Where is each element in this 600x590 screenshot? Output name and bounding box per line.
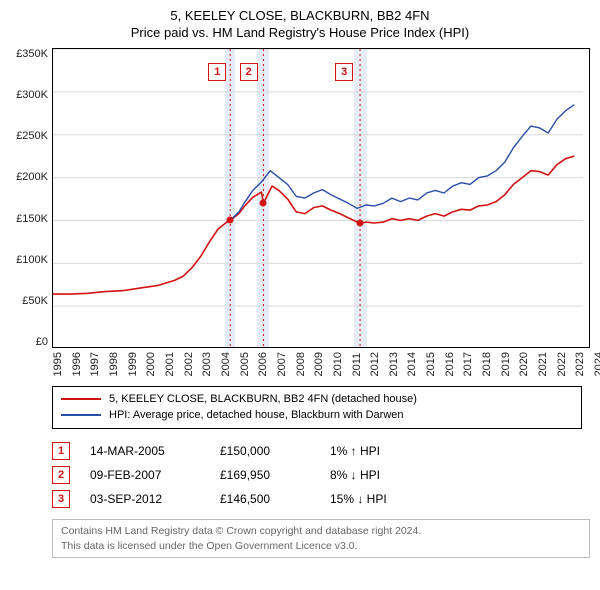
x-tick-label: 2009 (313, 352, 325, 376)
event-date: 14-MAR-2005 (70, 444, 220, 458)
event-marker: 1 (52, 442, 70, 460)
legend-row: 5, KEELEY CLOSE, BLACKBURN, BB2 4FN (det… (61, 391, 573, 407)
x-tick-label: 2018 (481, 352, 493, 376)
x-tick-label: 2011 (351, 352, 363, 376)
event-date: 09-FEB-2007 (70, 468, 220, 482)
y-tick-label: £200K (16, 171, 48, 183)
x-tick-label: 2012 (369, 352, 381, 376)
y-axis: £350K £300K £250K £200K £150K £100K £50K £0 (10, 48, 52, 348)
event-marker: 3 (335, 63, 353, 81)
chart-subtitle: Price paid vs. HM Land Registry's House … (10, 25, 590, 40)
chart-title: 5, KEELEY CLOSE, BLACKBURN, BB2 4FN (10, 8, 590, 23)
x-tick-label: 2005 (239, 352, 251, 376)
event-marker: 1 (208, 63, 226, 81)
x-tick-label: 2004 (220, 352, 232, 376)
x-tick-label: 2017 (462, 352, 474, 376)
event-marker: 2 (240, 63, 258, 81)
legend-label: HPI: Average price, detached house, Blac… (109, 409, 404, 421)
x-tick-label: 2014 (406, 352, 418, 376)
x-tick-label: 2019 (500, 352, 512, 376)
x-tick-label: 2024 (593, 352, 600, 376)
y-tick-label: £0 (36, 336, 48, 348)
y-tick-label: £150K (16, 213, 48, 225)
event-marker: 2 (52, 466, 70, 484)
event-price: £150,000 (220, 444, 330, 458)
x-tick-label: 1999 (127, 352, 139, 376)
event-price: £169,950 (220, 468, 330, 482)
x-axis: 1995 1996 1997 1998 1999 2000 2001 2002 2003 2004… (10, 352, 600, 376)
y-tick-label: £250K (16, 130, 48, 142)
x-tick-label: 2008 (295, 352, 307, 376)
x-tick-label: 2001 (164, 352, 176, 376)
sale-point (357, 220, 364, 227)
x-tick-label: 2015 (425, 352, 437, 376)
event-row: 114-MAR-2005£150,0001% ↑ HPI (52, 439, 590, 463)
x-tick-label: 2002 (183, 352, 195, 376)
y-tick-label: £300K (16, 89, 48, 101)
y-tick-label: £50K (22, 295, 48, 307)
event-price: £146,500 (220, 492, 330, 506)
legend-label: 5, KEELEY CLOSE, BLACKBURN, BB2 4FN (det… (109, 393, 417, 405)
sale-events-table: 114-MAR-2005£150,0001% ↑ HPI209-FEB-2007… (52, 439, 590, 511)
event-marker: 3 (52, 490, 70, 508)
footer-line: Contains HM Land Registry data © Crown c… (61, 524, 581, 538)
x-tick-label: 2016 (444, 352, 456, 376)
footer-line: This data is licensed under the Open Gov… (61, 539, 581, 553)
title-block: 5, KEELEY CLOSE, BLACKBURN, BB2 4FN Pric… (10, 8, 590, 40)
sale-point (227, 217, 234, 224)
sale-point (260, 200, 267, 207)
x-tick-label: 2003 (201, 352, 213, 376)
x-tick-label: 2023 (574, 352, 586, 376)
x-tick-label: 2021 (537, 352, 549, 376)
event-date: 03-SEP-2012 (70, 492, 220, 506)
x-tick-label: 2013 (388, 352, 400, 376)
x-tick-label: 1998 (108, 352, 120, 376)
x-tick-label: 2007 (276, 352, 288, 376)
event-row: 209-FEB-2007£169,9508% ↓ HPI (52, 463, 590, 487)
x-tick-label: 1996 (71, 352, 83, 376)
x-tick-label: 1997 (89, 352, 101, 376)
x-tick-label: 2022 (556, 352, 568, 376)
attribution-footer: Contains HM Land Registry data © Crown c… (52, 519, 590, 557)
plot-area: 12 3 (52, 48, 590, 348)
x-tick-label: 2000 (145, 352, 157, 376)
x-tick-label: 2010 (332, 352, 344, 376)
event-hpi-delta: 15% ↓ HPI (330, 492, 450, 506)
legend-row: HPI: Average price, detached house, Blac… (61, 407, 573, 423)
x-tick-label: 2006 (257, 352, 269, 376)
legend-swatch (61, 414, 101, 416)
event-row: 303-SEP-2012£146,50015% ↓ HPI (52, 487, 590, 511)
legend-swatch (61, 398, 101, 400)
event-hpi-delta: 8% ↓ HPI (330, 468, 450, 482)
y-tick-label: £350K (16, 48, 48, 60)
x-tick-label: 1995 (52, 352, 64, 376)
y-tick-label: £100K (16, 254, 48, 266)
x-tick-label: 2020 (518, 352, 530, 376)
chart-area: £350K £300K £250K £200K £150K £100K £50K £0 12 3 (10, 48, 590, 348)
event-hpi-delta: 1% ↑ HPI (330, 444, 450, 458)
legend: 5, KEELEY CLOSE, BLACKBURN, BB2 4FN (det… (52, 386, 582, 429)
